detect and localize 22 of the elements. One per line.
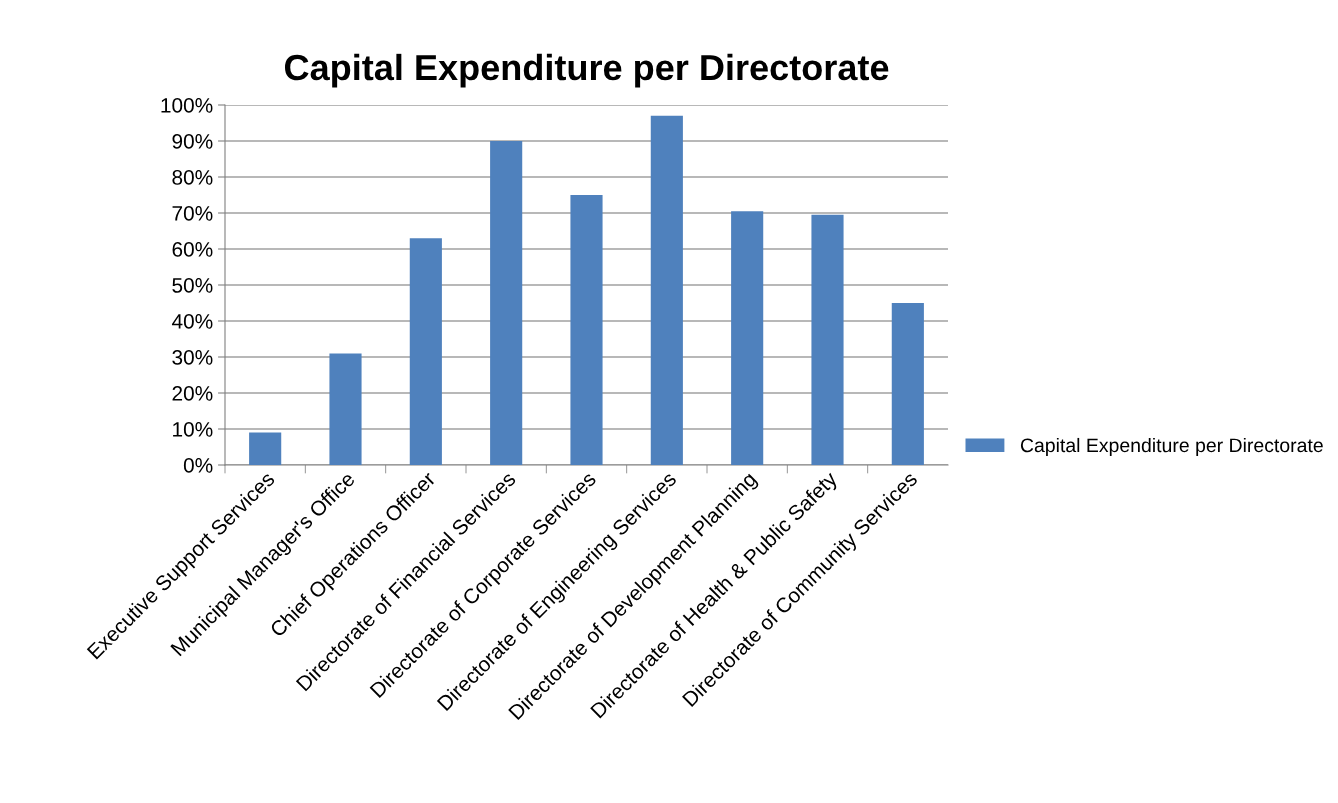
y-tick-label: 70% xyxy=(172,206,213,221)
bar xyxy=(650,115,683,465)
y-tick-label: 30% xyxy=(172,350,213,365)
y-tick-label: 60% xyxy=(172,242,213,257)
bar xyxy=(249,432,282,465)
bar xyxy=(329,353,362,465)
legend-label: Capital Expenditure per Directorate xyxy=(1020,437,1323,457)
bar xyxy=(731,211,764,465)
y-tick-label: 80% xyxy=(172,170,213,185)
bar xyxy=(409,238,442,465)
bar xyxy=(490,141,523,465)
y-tick-label: 10% xyxy=(173,422,213,437)
bar xyxy=(570,195,603,465)
chart-title: Capital Expenditure per Directorate xyxy=(284,53,889,88)
y-tick-label: 90% xyxy=(172,134,213,149)
y-tick-label: 100% xyxy=(161,98,213,113)
y-tick-label: 20% xyxy=(172,386,213,401)
y-tick-label: 50% xyxy=(172,278,213,293)
y-tick-label: 40% xyxy=(171,314,213,329)
bar xyxy=(811,214,844,465)
bar xyxy=(891,303,924,465)
y-tick-label: 0% xyxy=(183,458,213,473)
